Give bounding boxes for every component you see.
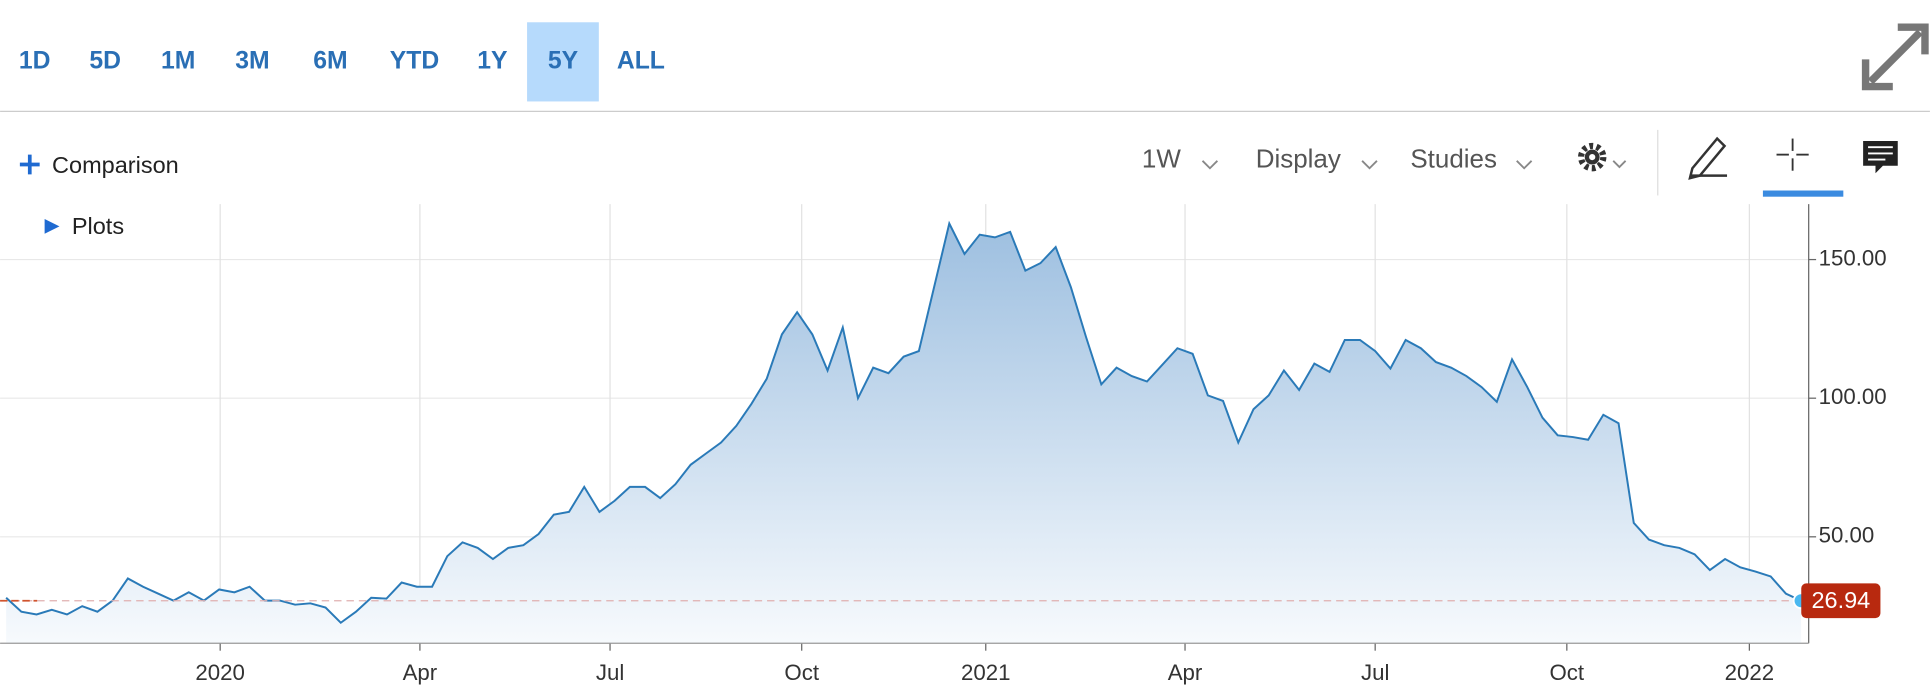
interval-menu[interactable]: 1W [1142,144,1219,174]
y-tick-label: 50.00 [1819,523,1875,548]
x-tick-label: Apr [403,660,438,685]
y-tick-label: 100.00 [1819,384,1887,409]
range-label: 5D [89,47,121,74]
comment-button[interactable] [1863,141,1898,174]
x-tick-label: Jul [1361,660,1389,685]
range-button[interactable]: 1M [161,47,195,74]
price-badge-label: 26.94 [1811,587,1870,613]
range-button[interactable]: 6M [313,47,347,74]
y-tick-label: 150.00 [1819,245,1887,270]
x-tick-label: Oct [1550,660,1585,685]
area [6,223,1802,644]
menu[interactable]: Display [1256,144,1378,174]
x-tick-label: 2021 [961,660,1011,685]
active-bg [527,22,599,102]
menu-label: Studies [1410,144,1497,174]
x-tick-label: Oct [784,660,819,685]
range-button[interactable]: YTD [390,47,439,74]
menu-label: Display [1256,144,1341,174]
triangle [44,218,60,234]
expand-icon[interactable] [1861,23,1929,91]
price-line [5,220,1802,625]
range-label: ALL [617,47,665,74]
range-label: 1D [19,47,51,74]
settings-button[interactable] [1577,142,1627,172]
range-button[interactable]: 1Y [477,47,508,74]
range-label: 6M [313,47,347,74]
x-tick-label: Jul [596,660,624,685]
range-label: 3M [235,47,269,74]
active-tool-underline [1762,190,1844,197]
comparison-button[interactable]: Comparison [19,152,179,178]
x-tick-label: 2022 [1725,660,1775,685]
range-label: 1Y [477,47,508,74]
range-button[interactable]: 1D [19,47,51,74]
range-label: YTD [390,47,439,74]
price-badge [1801,583,1881,619]
plots-label: Plots [72,213,124,239]
chevron [1516,160,1533,170]
range-label: 1M [161,47,195,74]
draw-button[interactable] [1688,136,1728,180]
menu[interactable]: Studies [1410,144,1533,174]
interval-label: 1W [1142,144,1181,174]
range-label: 5Y [548,47,579,74]
chevron [1361,160,1378,170]
x-tick-label: 2020 [195,660,245,685]
comparison-label: Comparison [52,152,179,178]
range-button[interactable]: 5Y [527,22,599,102]
x-tick-label: Apr [1168,660,1203,685]
range-button[interactable]: 5D [89,47,121,74]
chevron [1201,160,1219,170]
plus-icon [19,154,40,175]
crosshair-button[interactable] [1776,138,1809,171]
range-button[interactable]: 3M [235,47,269,74]
range-button[interactable]: ALL [617,47,665,74]
plots-toggle[interactable]: Plots [44,213,124,239]
